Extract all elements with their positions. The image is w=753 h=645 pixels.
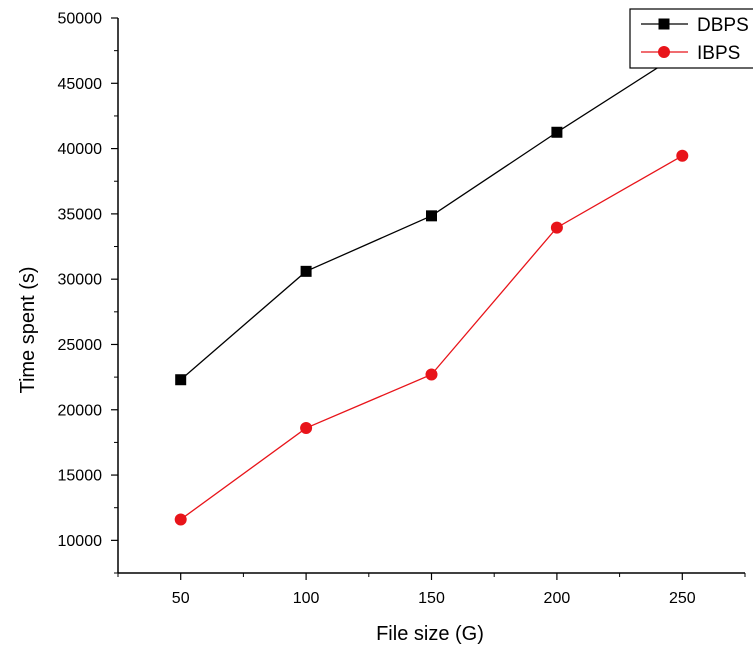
tick-marks xyxy=(111,17,746,580)
data-point-ibps xyxy=(174,513,187,526)
legend-label-ibps: IBPS xyxy=(697,43,740,64)
y-axis-label: Time spent (s) xyxy=(17,266,39,393)
y-tick-label: 30000 xyxy=(58,272,103,289)
axes xyxy=(117,18,745,574)
x-tick-label: 150 xyxy=(418,590,445,607)
y-tick-label: 35000 xyxy=(58,206,103,223)
y-tick-label: 40000 xyxy=(58,141,103,158)
legend-marker-dbps xyxy=(658,18,670,30)
y-tick-label: 15000 xyxy=(58,468,103,485)
data-point-ibps xyxy=(676,149,689,162)
data-point-dbps xyxy=(300,265,312,277)
data-point-dbps xyxy=(175,374,187,386)
data-point-dbps xyxy=(426,210,437,222)
data-point-dbps xyxy=(551,126,563,138)
x-axis-label: File size (G) xyxy=(376,623,484,645)
y-tick-label: 25000 xyxy=(58,337,103,354)
legend: DBPS IBPS xyxy=(629,8,753,69)
y-tick-label: 20000 xyxy=(58,402,103,419)
data-point-ibps xyxy=(425,368,438,381)
data-point-ibps xyxy=(300,422,313,435)
tick-labels: 10000 15000 20000 25000 30000 35000 40000 45000… xyxy=(58,11,696,608)
x-tick-label: 50 xyxy=(172,590,190,607)
series-layer xyxy=(174,46,689,526)
legend-box xyxy=(629,8,753,69)
series-line-ibps xyxy=(180,155,683,520)
x-tick-label: 250 xyxy=(669,590,696,607)
data-point-ibps xyxy=(550,221,563,234)
x-tick-label: 100 xyxy=(293,590,320,607)
legend-label-dbps: DBPS xyxy=(697,15,749,36)
series-ibps xyxy=(174,149,689,526)
series-dbps xyxy=(175,46,688,386)
y-tick-label: 10000 xyxy=(58,533,103,550)
y-tick-label: 50000 xyxy=(58,11,103,28)
x-tick-label: 200 xyxy=(544,590,571,607)
y-tick-label: 45000 xyxy=(58,76,103,93)
legend-marker-ibps xyxy=(658,46,670,58)
